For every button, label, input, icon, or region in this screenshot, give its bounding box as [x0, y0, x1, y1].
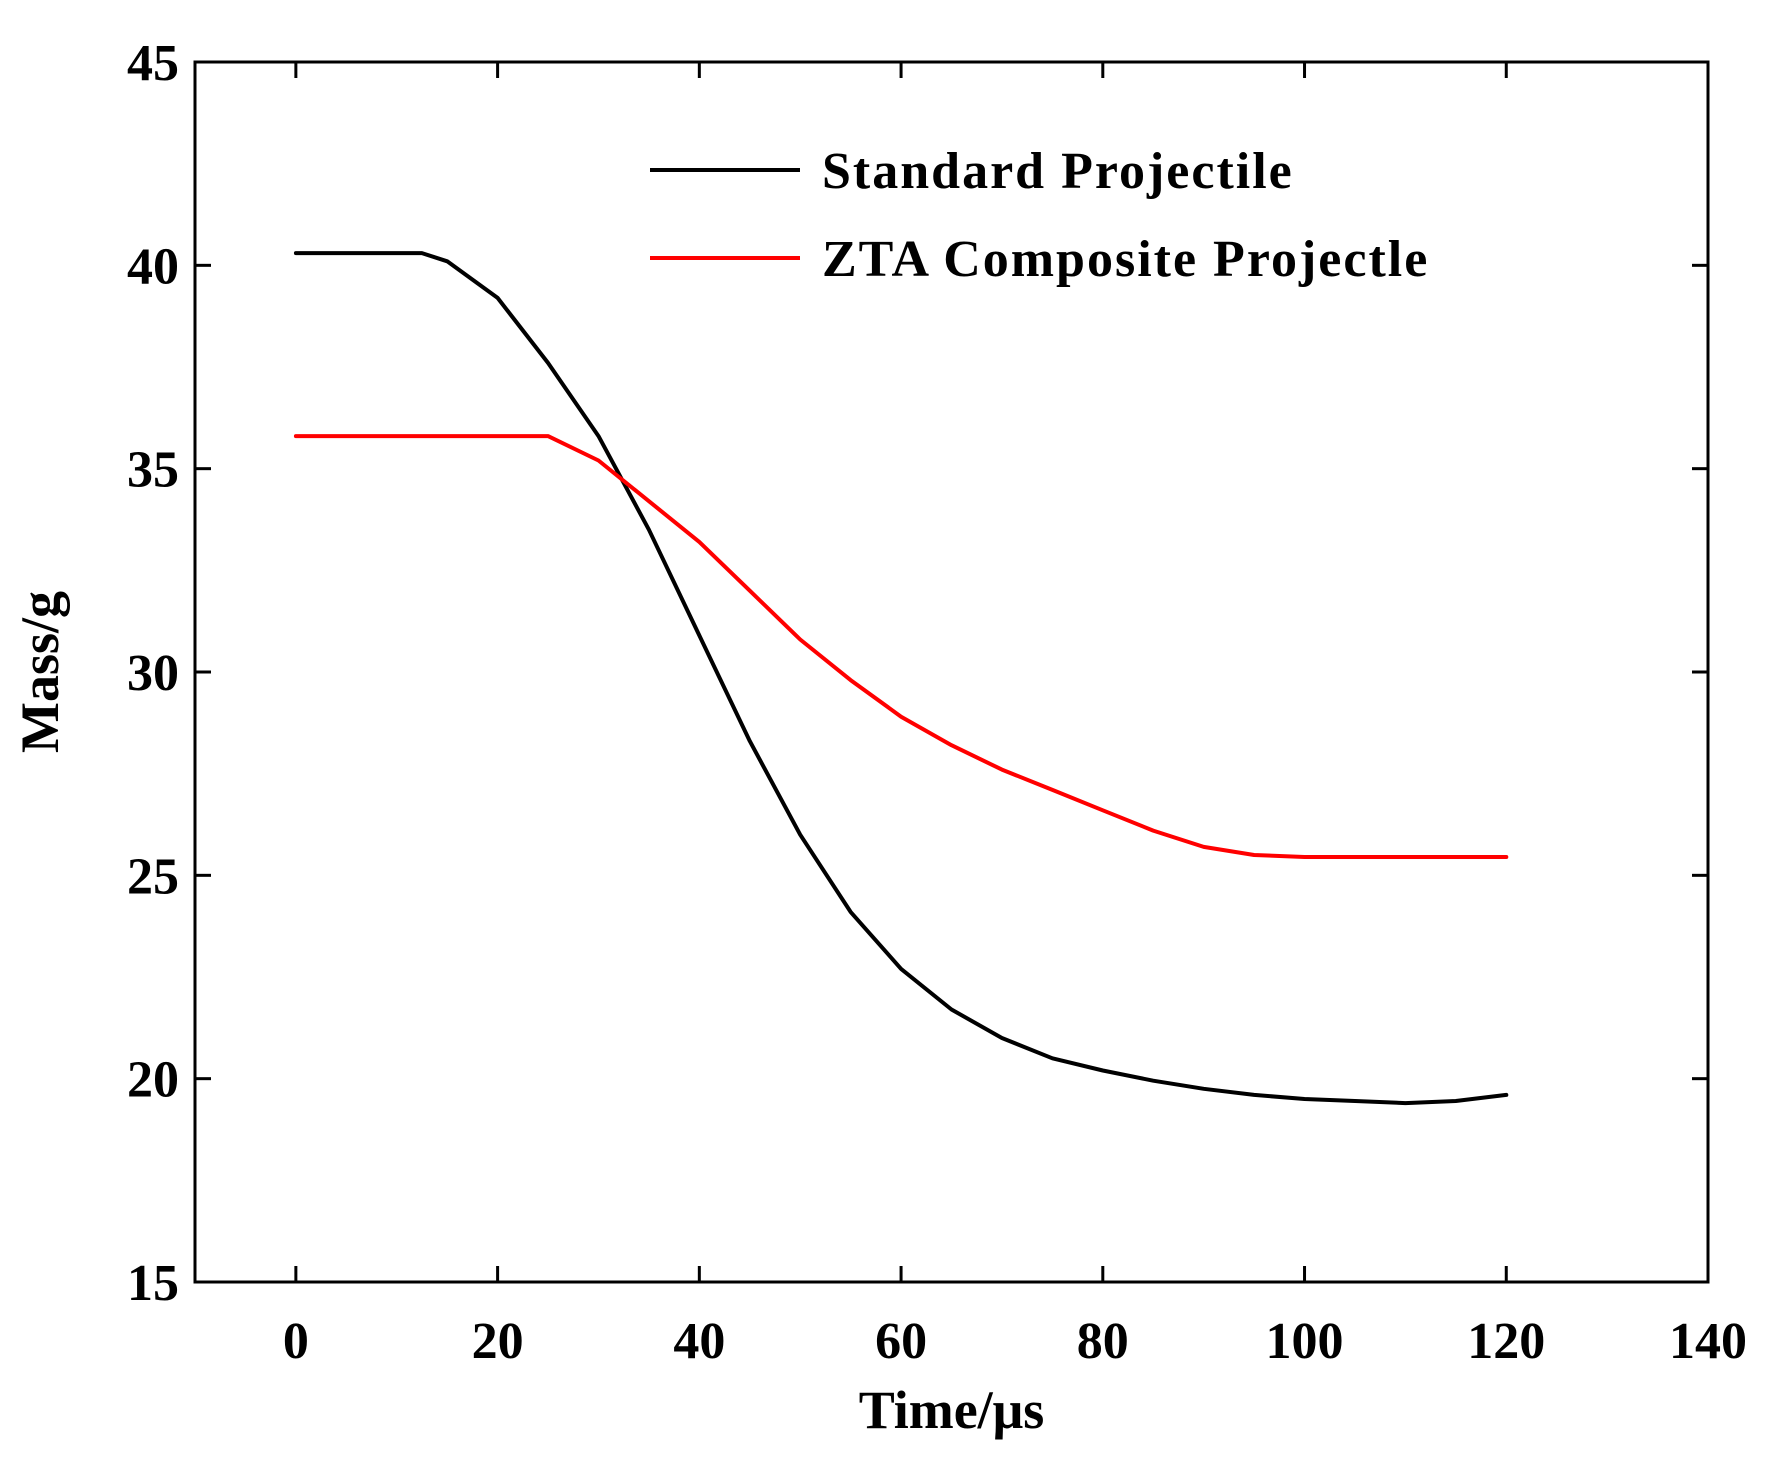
x-tick-label: 60 — [875, 1313, 927, 1370]
y-tick-label: 35 — [127, 442, 179, 499]
legend-label-2: ZTA Composite Projectle — [822, 231, 1429, 288]
series-line-1 — [293, 251, 1509, 1106]
y-tick-label: 20 — [127, 1052, 179, 1109]
y-tick-label: 40 — [127, 238, 179, 295]
y-axis-title: Mass/g — [10, 591, 70, 753]
x-tick-label: 0 — [283, 1313, 309, 1370]
series-line-2 — [293, 434, 1509, 859]
y-tick-label: 30 — [127, 645, 179, 702]
axes: 0 20 40 60 80 100 120 140 15 20 25 30 35 40 45 — [127, 35, 1747, 1370]
y-tick-label: 45 — [127, 35, 179, 92]
x-tick-label: 140 — [1669, 1313, 1747, 1370]
plot-area — [293, 251, 1509, 1106]
x-tick-label: 100 — [1266, 1313, 1344, 1370]
x-axis-title: Time/μs — [859, 1380, 1045, 1440]
legend: Standard Projectile ZTA Composite Project… — [650, 143, 1429, 288]
y-tick-label: 25 — [127, 848, 179, 905]
y-tick-label: 15 — [127, 1255, 179, 1312]
legend-label-1: Standard Projectile — [822, 143, 1294, 200]
x-tick-label: 80 — [1077, 1313, 1129, 1370]
x-tick-label: 40 — [673, 1313, 725, 1370]
x-tick-label: 120 — [1467, 1313, 1545, 1370]
x-tick-label: 20 — [472, 1313, 524, 1370]
